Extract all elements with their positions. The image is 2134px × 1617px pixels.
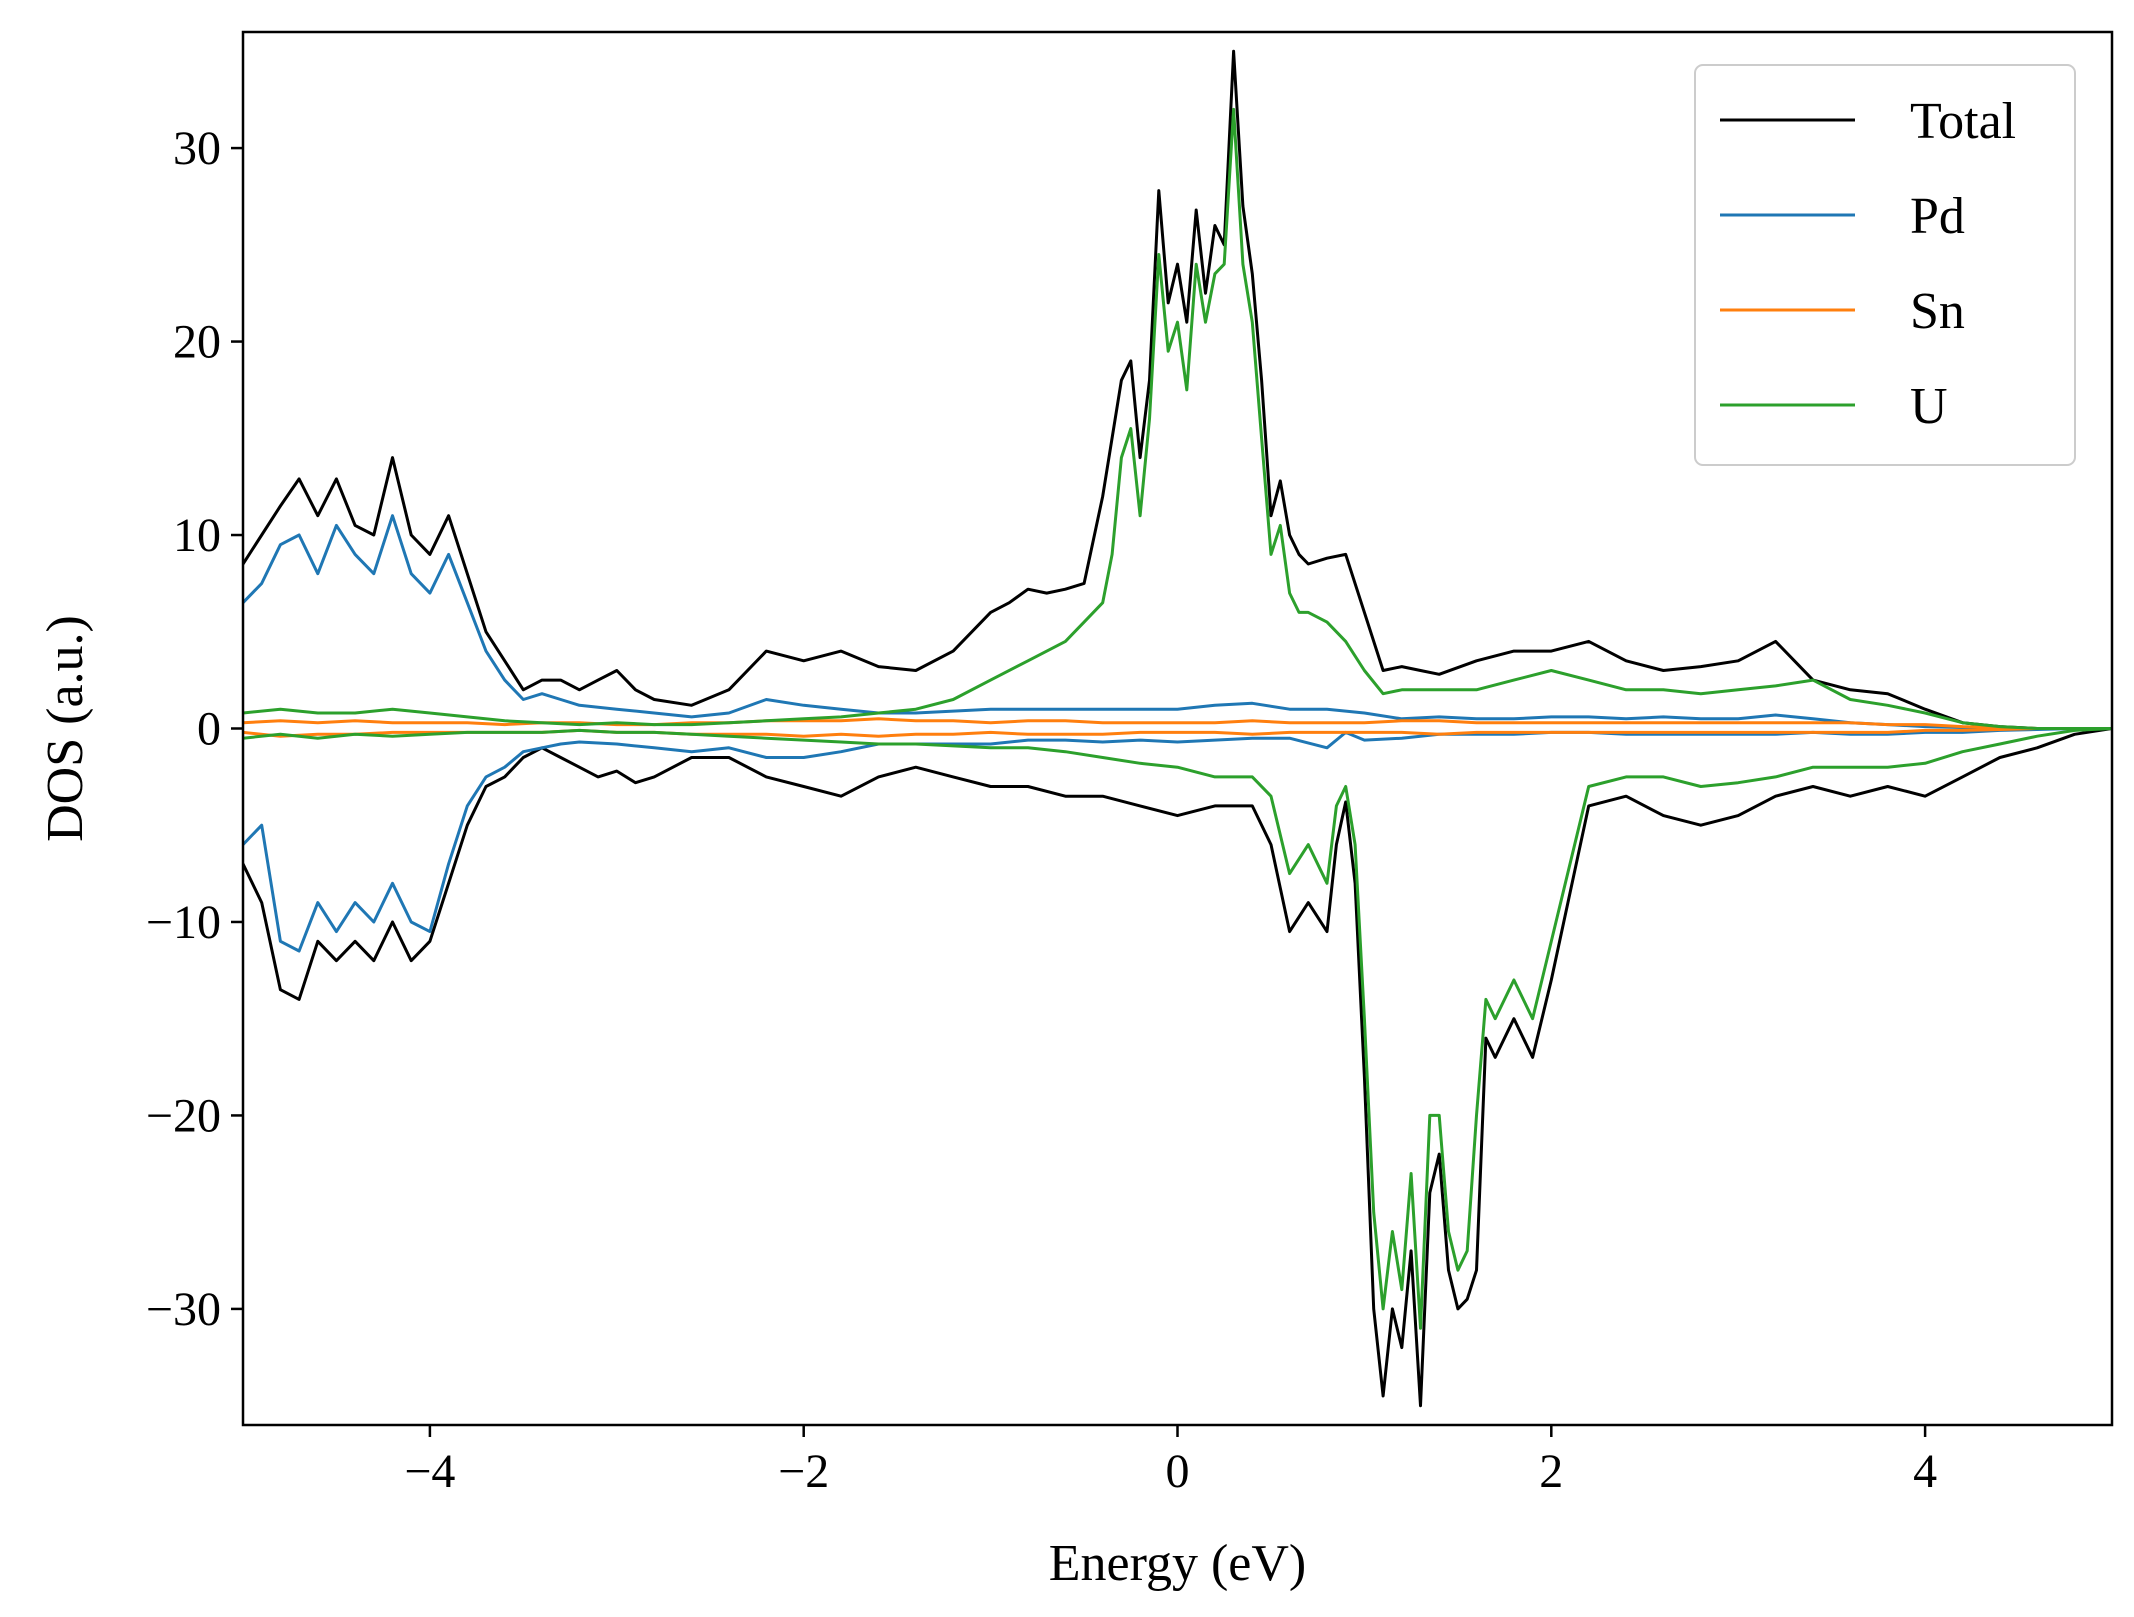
legend-label-total: Total: [1910, 93, 2016, 150]
y-tick-label: 0: [197, 703, 221, 756]
x-tick-label: −4: [404, 1445, 455, 1498]
series-layer: [243, 49, 2112, 1408]
y-tick-label: −20: [146, 1089, 221, 1142]
legend-box: [1694, 64, 2076, 466]
series-line-u-up: [243, 107, 2112, 730]
series-line-u-down: [243, 727, 2112, 1330]
y-tick-label: 30: [173, 122, 221, 175]
x-tick-label: −2: [778, 1445, 829, 1498]
x-tick-label: 4: [1913, 1445, 1937, 1498]
y-tick-label: 20: [173, 316, 221, 369]
y-tick-label: −10: [146, 896, 221, 949]
x-tick-label: 2: [1539, 1445, 1563, 1498]
y-axis-label: DOS (a.u.): [37, 615, 94, 842]
x-axis-label: Energy (eV): [1049, 1535, 1307, 1592]
legend-label-sn: Sn: [1910, 283, 1965, 340]
series-line-pd-down: [243, 727, 2112, 953]
legend-label-u: U: [1910, 378, 1948, 435]
series-line-pd-up: [243, 514, 2112, 730]
series-line-total-down: [243, 727, 2112, 1408]
x-tick-label: 0: [1166, 1445, 1190, 1498]
y-tick-label: 10: [173, 509, 221, 562]
legend: Total Pd Sn U: [1694, 64, 2076, 466]
y-tick-label: −30: [146, 1283, 221, 1336]
series-line-total-up: [243, 49, 2112, 730]
legend-label-pd: Pd: [1910, 188, 1965, 245]
